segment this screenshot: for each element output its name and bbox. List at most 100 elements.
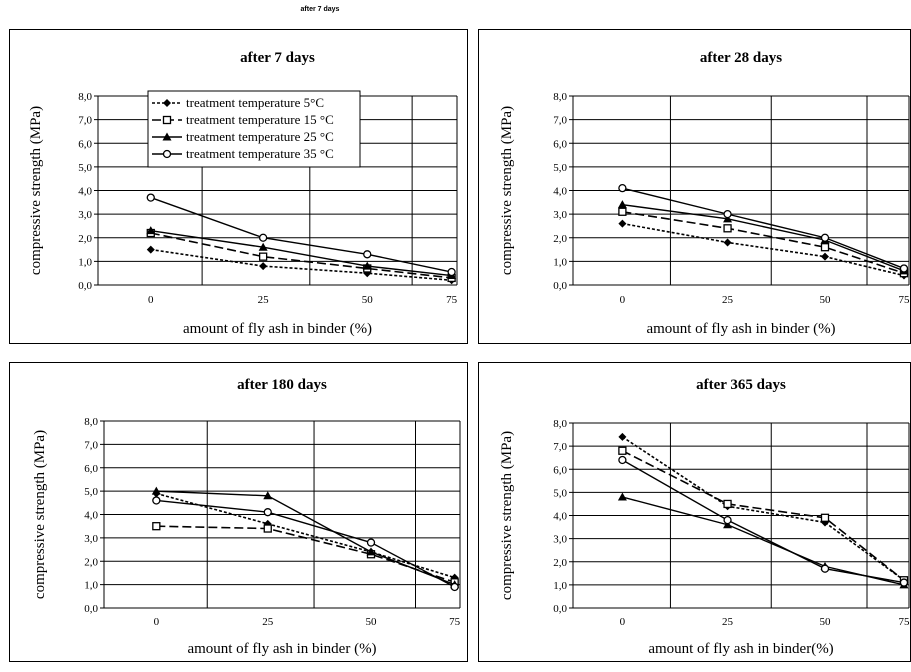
legend-entry: treatment temperature 35 °C (186, 146, 334, 161)
series-line (156, 490, 455, 586)
marker-diamond (618, 219, 627, 228)
y-tick-label: 4,0 (553, 511, 567, 523)
marker-circle (618, 183, 627, 193)
chart-svg: after 365 days 0,0 1,0 2,0 3,0 4,0 5,0 6,0 7,0 8,… (499, 377, 910, 657)
y-tick-label: 5,0 (84, 486, 98, 498)
marker-circle (447, 267, 456, 277)
marker-diamond (821, 252, 829, 261)
y-tick-label: 6,0 (84, 463, 98, 475)
y-axis-label: compressive strength (MPa) (32, 430, 48, 599)
chart-panel-7-days: after 7 days 0,0 1,0 2,0 3,0 4,0 5,0 6,0 7,0 8,0 0… (9, 29, 468, 344)
marker-circle (363, 250, 372, 259)
y-axis-label: compressive strength (MPa) (499, 106, 515, 275)
marker-square (618, 207, 627, 216)
y-tick-label: 1,0 (78, 256, 92, 268)
x-tick-label: 50 (820, 616, 832, 628)
x-tick-label: 25 (722, 616, 734, 628)
x-tick-label: 0 (154, 616, 160, 628)
legend: treatment temperature 5°C treatment tempe… (147, 90, 361, 168)
marker-triangle (617, 200, 627, 209)
marker-circle (366, 538, 376, 547)
y-tick-label: 4,0 (553, 186, 567, 198)
x-axis-label: amount of fly ash in binder (%) (646, 321, 835, 337)
y-tick-label: 6,0 (553, 464, 567, 476)
series-line (622, 496, 905, 586)
marker-triangle (162, 132, 172, 141)
x-tick-label: 0 (620, 294, 626, 306)
chart-svg: after 28 days 0,0 1,0 2,0 3,0 4,0 5,0 6,0 7,0 8,0… (499, 50, 910, 337)
marker-circle (723, 515, 732, 525)
y-tick-label: 2,0 (78, 233, 92, 245)
legend-entry: treatment temperature 25 °C (186, 129, 334, 144)
marker-diamond (146, 245, 155, 254)
marker-circle (899, 578, 909, 587)
y-tick-label: 3,0 (78, 209, 92, 221)
marker-square (152, 522, 161, 531)
series-line (621, 436, 905, 581)
marker-circle (152, 496, 161, 505)
marker-diamond (259, 262, 268, 271)
series-4 (152, 496, 459, 592)
series-line (622, 187, 905, 270)
y-tick-label: 0,0 (78, 280, 92, 292)
series-2 (152, 522, 459, 587)
x-axis-label: amount of fly ash in binder(%) (648, 641, 833, 657)
marker-circle (618, 455, 627, 465)
y-tick-label: 0,0 (84, 603, 98, 615)
marker-circle (899, 264, 909, 273)
series-4 (146, 193, 456, 277)
marker-circle (820, 233, 830, 242)
series-1 (618, 219, 908, 280)
marker-triangle (617, 492, 627, 501)
marker-circle (146, 193, 155, 202)
marker-circle (162, 149, 172, 159)
series-line (156, 525, 455, 584)
x-tick-label: 75 (446, 294, 458, 306)
x-axis-label: amount of fly ash in binder (%) (187, 641, 376, 657)
marker-square (263, 524, 272, 533)
marker-circle (723, 209, 732, 219)
chart-panel-180-days: after 180 days 0,0 1,0 2,0 3,0 4,0 5,0 6,0 7,0 8,… (9, 362, 468, 662)
y-axis-label: compressive strength (MPa) (28, 106, 44, 275)
x-tick-label: 50 (366, 616, 378, 628)
y-tick-label: 3,0 (84, 533, 98, 545)
y-tick-label: 8,0 (78, 91, 92, 103)
chart-svg: after 180 days 0,0 1,0 2,0 3,0 4,0 5,0 6,0 7,0 8,… (32, 377, 461, 657)
y-tick-label: 8,0 (553, 91, 567, 103)
marker-square (820, 513, 830, 522)
x-tick-label: 25 (722, 294, 734, 306)
marker-triangle (258, 242, 268, 251)
legend-entry: treatment temperature 5°C (186, 95, 324, 110)
series-4 (618, 455, 909, 587)
y-tick-label: 2,0 (553, 557, 567, 569)
series-line (150, 248, 452, 282)
marker-circle (450, 582, 459, 592)
chart-title: after 28 days (700, 50, 782, 66)
y-tick-label: 8,0 (553, 418, 567, 430)
x-tick-label: 0 (620, 616, 626, 628)
marker-diamond (163, 99, 171, 107)
y-tick-label: 6,0 (78, 138, 92, 150)
marker-triangle (263, 491, 273, 500)
marker-square (258, 252, 268, 261)
marker-triangle (366, 547, 376, 556)
marker-square (618, 446, 627, 455)
chart-svg: after 7 days 0,0 1,0 2,0 3,0 4,0 5,0 6,0 7,0 8,0 0… (28, 50, 458, 337)
series-line (150, 196, 452, 273)
y-tick-label: 4,0 (78, 186, 92, 198)
y-tick-label: 4,0 (84, 510, 98, 522)
y-tick-label: 1,0 (84, 580, 98, 592)
y-tick-label: 5,0 (78, 162, 92, 174)
y-tick-label: 7,0 (78, 115, 92, 127)
series-line (156, 499, 455, 588)
series-4 (618, 183, 909, 273)
x-tick-label: 75 (898, 616, 910, 628)
y-axis-label: compressive strength (MPa) (499, 431, 515, 600)
y-tick-label: 2,0 (84, 556, 98, 568)
y-tick-label: 3,0 (553, 534, 567, 546)
y-tick-label: 7,0 (553, 441, 567, 453)
legend-entry: treatment temperature 15 °C (186, 112, 334, 127)
series-1 (146, 245, 456, 285)
marker-triangle (146, 226, 156, 235)
series-line (622, 203, 905, 272)
